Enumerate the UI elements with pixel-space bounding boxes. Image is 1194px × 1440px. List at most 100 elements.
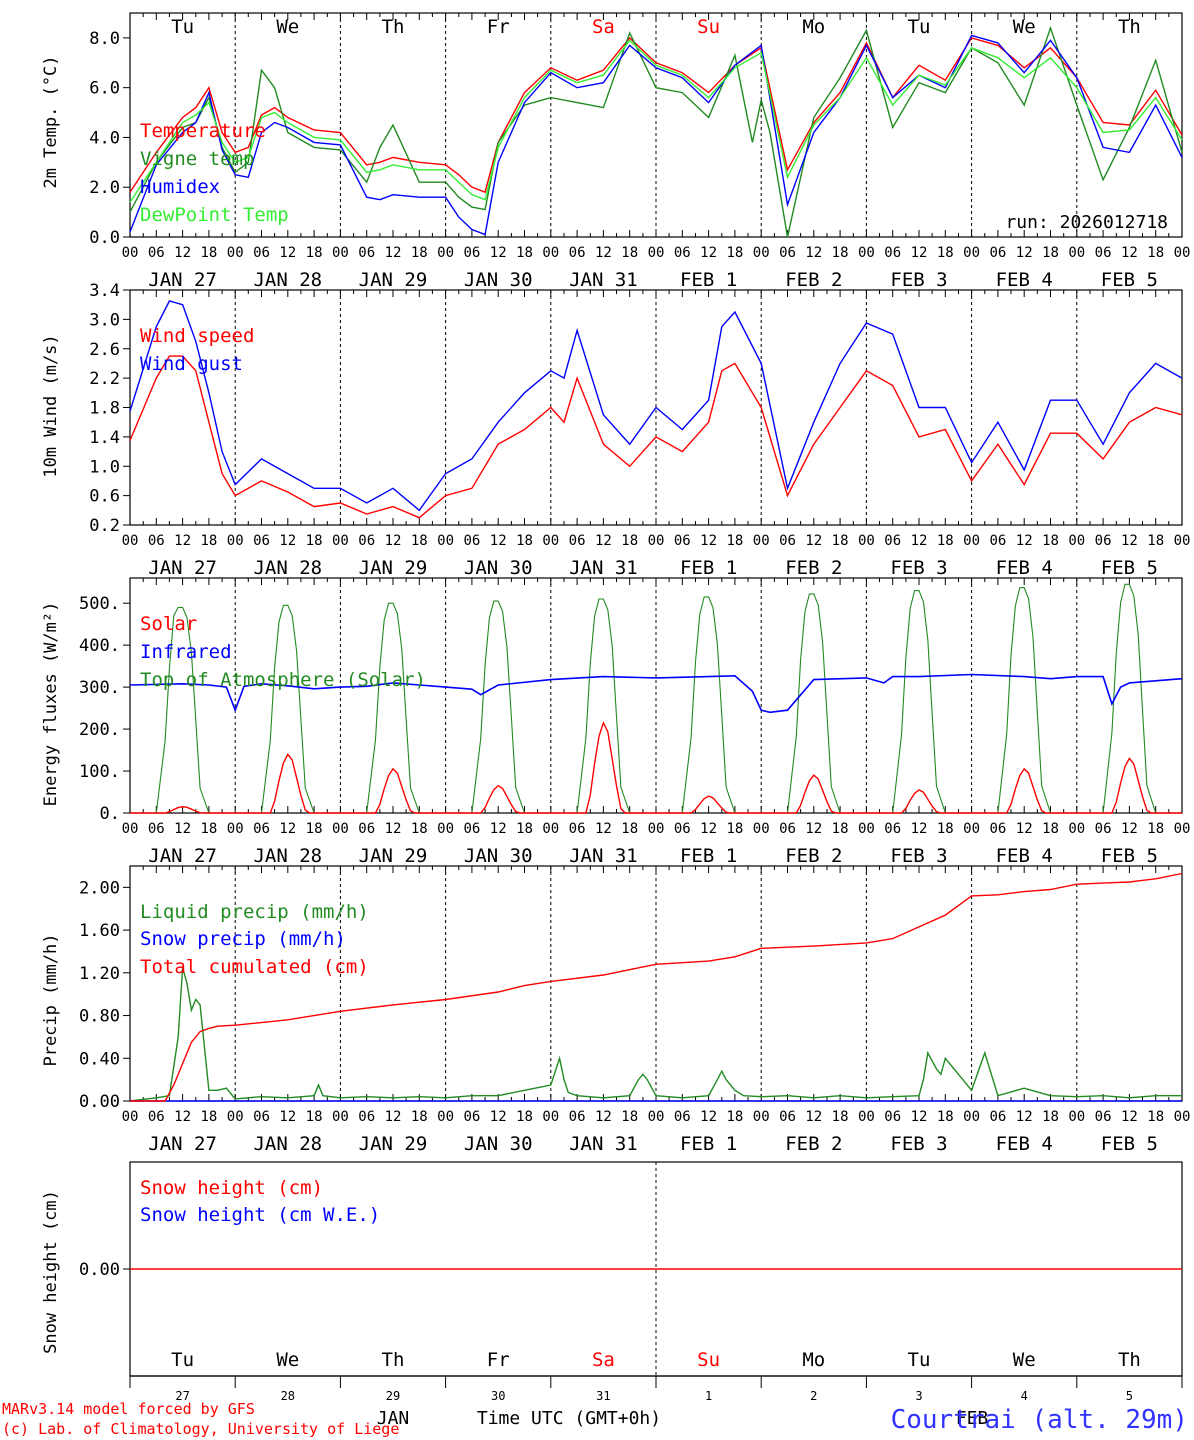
hour-tick-label: 18 — [200, 245, 217, 261]
y-tick-label: 1.0 — [89, 457, 120, 477]
hour-tick-label: 12 — [490, 533, 507, 549]
panel-5: 0.00 Snow height (cm) Snow height (cm) Snow… — [41, 1161, 1183, 1403]
hour-tick-label: 06 — [1095, 1109, 1112, 1125]
day-number: 1 — [705, 1389, 712, 1403]
legend-entry: Total cumulated (cm) — [140, 956, 369, 978]
hour-tick-label: 00 — [648, 821, 665, 837]
date-label: FEB 4 — [996, 269, 1053, 291]
hour-tick-label: 18 — [726, 1109, 743, 1125]
y-tick-label: 500. — [79, 594, 120, 614]
y-axis-label: Precip (mm/h) — [41, 933, 61, 1066]
hour-tick-label: 00 — [753, 533, 770, 549]
hour-tick-label: 06 — [1095, 533, 1112, 549]
hour-tick-label: 06 — [989, 533, 1006, 549]
solar-curve — [866, 789, 972, 814]
series-vigne-temp — [129, 25, 1183, 238]
hour-tick-label: 12 — [1016, 245, 1033, 261]
day-name: We — [276, 1349, 299, 1371]
hour-tick-label: 06 — [358, 533, 375, 549]
hour-tick-label: 06 — [148, 533, 165, 549]
panel-3: 0. 100. 200. 300. 400. 500. Energy fluxes (W/m… — [41, 577, 1191, 867]
run-label: run: 2026012718 — [1005, 212, 1168, 233]
day-name: Fr — [487, 16, 510, 38]
legend-entry: Temperature — [140, 120, 266, 142]
hour-tick-label: 00 — [227, 821, 244, 837]
y-tick-label: 2.6 — [89, 340, 120, 360]
toa-solar-curve — [1076, 583, 1182, 814]
hour-tick-label: 06 — [569, 821, 586, 837]
station-label: Courtrai (alt. 29m) — [891, 1405, 1188, 1435]
day-name: Fr — [487, 1349, 510, 1371]
hour-tick-label: 18 — [726, 821, 743, 837]
solar-curve — [971, 767, 1077, 814]
hour-tick-label: 18 — [306, 1109, 323, 1125]
series-total-cumulated-cm- — [130, 872, 1183, 1102]
legend-entry: Snow precip (mm/h) — [140, 928, 346, 950]
solar-curve — [550, 720, 656, 814]
hour-tick-label: 18 — [1042, 1109, 1059, 1125]
hour-tick-label: 12 — [174, 1109, 191, 1125]
date-label: FEB 3 — [890, 269, 947, 291]
y-tick-label: 1.8 — [89, 399, 120, 419]
month-label-feb: FEB — [956, 1408, 989, 1429]
series-liquid-precip-mm-h- — [129, 967, 1182, 1102]
hour-tick-label: 18 — [937, 821, 954, 837]
y-tick-label: 1.60 — [79, 921, 120, 941]
day-name: We — [276, 16, 299, 38]
hour-tick-label: 06 — [463, 533, 480, 549]
hour-tick-label: 12 — [279, 245, 296, 261]
hour-tick-label: 06 — [1095, 245, 1112, 261]
legend-entry: Wind speed — [140, 325, 254, 347]
hour-tick-label: 12 — [1121, 821, 1138, 837]
hour-tick-label: 00 — [227, 245, 244, 261]
day-number: 4 — [1021, 1389, 1028, 1403]
date-label: JAN 31 — [569, 1133, 638, 1155]
hour-tick-label: 12 — [1121, 245, 1138, 261]
legend-entry: Snow height (cm W.E.) — [140, 1204, 380, 1226]
y-tick-label: 0.0 — [89, 228, 120, 248]
y-tick-label: 0.00 — [79, 1092, 120, 1112]
hour-tick-label: 00 — [122, 245, 139, 261]
hour-tick-label: 18 — [726, 245, 743, 261]
hour-tick-label: 00 — [753, 245, 770, 261]
y-tick-label: 1.4 — [89, 428, 120, 448]
hour-tick-label: 18 — [1042, 821, 1059, 837]
hour-tick-label: 00 — [332, 245, 349, 261]
hour-tick-label: 18 — [1042, 533, 1059, 549]
hour-tick-label: 12 — [174, 821, 191, 837]
toa-solar-curve — [235, 604, 341, 814]
day-number: 5 — [1126, 1389, 1133, 1403]
hour-tick-label: 00 — [1174, 821, 1191, 837]
date-label: JAN 29 — [359, 557, 428, 579]
day-name: Tu — [171, 1349, 194, 1371]
time-axis-label: Time UTC (GMT+0h) — [477, 1408, 661, 1429]
infrared-line — [129, 673, 1183, 714]
hour-tick-label: 12 — [805, 533, 822, 549]
solar-curve — [445, 784, 551, 814]
hour-tick-label: 12 — [700, 245, 717, 261]
legend-entry: Wind gust — [140, 353, 243, 375]
legend-entry: Humidex — [140, 176, 220, 198]
day-number: 2 — [810, 1389, 817, 1403]
hour-tick-label: 06 — [463, 245, 480, 261]
date-label: FEB 3 — [890, 845, 947, 867]
day-name: We — [1013, 1349, 1036, 1371]
toa-solar-curve — [656, 596, 762, 814]
hour-tick-label: 18 — [621, 245, 638, 261]
hour-tick-label: 12 — [1121, 533, 1138, 549]
hour-tick-label: 06 — [779, 533, 796, 549]
day-name: Th — [1118, 1349, 1141, 1371]
date-label: JAN 31 — [569, 557, 638, 579]
series-temperature — [129, 36, 1183, 194]
hour-tick-label: 06 — [779, 1109, 796, 1125]
hour-tick-label: 06 — [779, 821, 796, 837]
hour-tick-label: 18 — [516, 821, 533, 837]
hour-tick-label: 00 — [753, 1109, 770, 1125]
hour-tick-label: 00 — [437, 245, 454, 261]
y-tick-label: 3.4 — [89, 281, 120, 301]
hour-tick-label: 00 — [332, 1109, 349, 1125]
legend-entry: Snow height (cm) — [140, 1177, 323, 1199]
hour-tick-label: 12 — [595, 1109, 612, 1125]
date-label: JAN 30 — [464, 845, 533, 867]
date-label: JAN 31 — [569, 269, 638, 291]
